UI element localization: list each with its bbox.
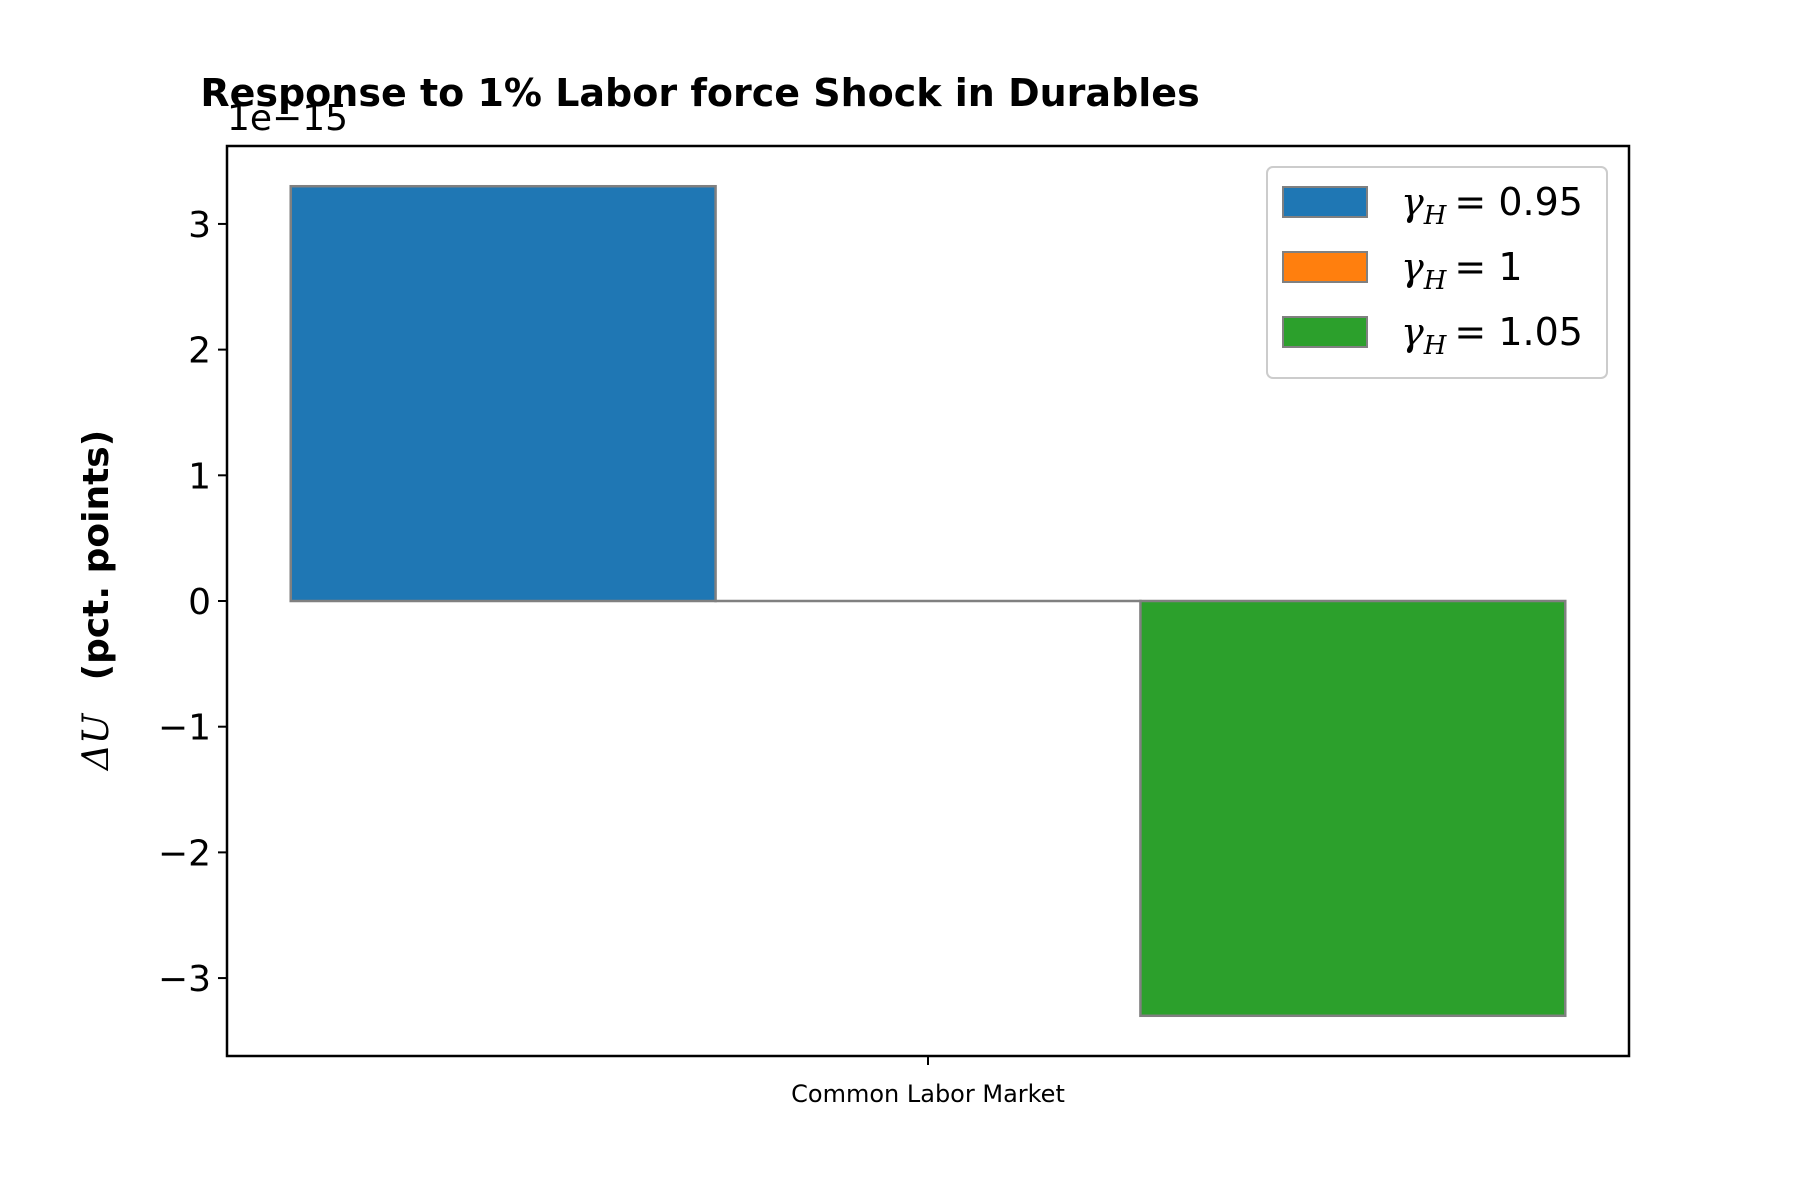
bar-3 — [1139, 599, 1567, 1018]
legend-label-2: γH = 1 — [1401, 245, 1523, 296]
y-axis-label-math: ΔU — [76, 712, 117, 772]
y-tick-label: 0 — [188, 582, 211, 623]
y-tick-label: 2 — [188, 331, 211, 372]
y-axis-label: ΔU (pct. points) — [76, 430, 117, 772]
chart-title: Response to 1% Labor force Shock in Dura… — [200, 71, 1199, 115]
svg-text:ΔU (pct. points): ΔU (pct. points) — [76, 430, 117, 772]
legend-label-3: γH = 1.05 — [1401, 310, 1583, 361]
y-tick-label: −3 — [158, 959, 211, 1000]
legend: γH = 0.95 γH = 1 γH = 1.05 — [1266, 166, 1608, 379]
x-tick-label: Common Labor Market — [791, 1080, 1065, 1108]
legend-swatch-3 — [1282, 316, 1368, 348]
y-tick-label: −1 — [158, 708, 211, 749]
y-axis-label-text: (pct. points) — [76, 430, 117, 681]
bar-1 — [289, 184, 717, 603]
y-tick-label: −2 — [158, 833, 211, 874]
x-axis-ticks: Common Labor Market — [791, 1056, 1065, 1108]
legend-label-1: γH = 0.95 — [1401, 180, 1583, 231]
y-axis-scale-label: 1e−15 — [227, 98, 348, 139]
y-tick-label: 1 — [188, 456, 211, 497]
y-axis-ticks: −3 −2 −1 0 1 2 3 — [158, 205, 227, 1000]
plot-area — [289, 184, 1567, 1018]
axes-frame — [225, 144, 1631, 1058]
legend-swatch-1 — [1282, 186, 1368, 218]
y-tick-label: 3 — [188, 205, 211, 246]
legend-swatch-2 — [1282, 251, 1368, 283]
